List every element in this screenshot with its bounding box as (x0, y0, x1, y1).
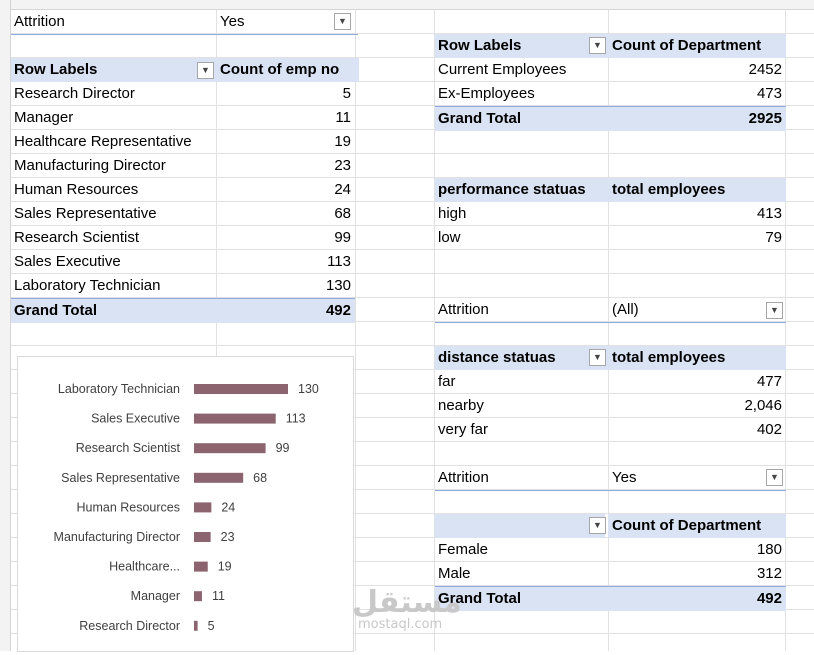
row-value: 24 (334, 181, 351, 198)
category-label: Laboratory Technician (58, 382, 180, 396)
category-label: Research Scientist (76, 441, 181, 455)
row-value: 79 (765, 229, 782, 246)
row-value: 23 (334, 157, 351, 174)
filter-label: Attrition (435, 298, 608, 323)
grand-total-value: 2925 (608, 106, 786, 131)
row-label: Female (438, 541, 489, 558)
row-labels-dropdown-icon[interactable]: ▼ (589, 517, 606, 534)
grand-total-label: Grand Total (11, 298, 219, 323)
row-value: 413 (756, 205, 782, 222)
count-header: Count of Department (608, 34, 786, 58)
row-label: very far (438, 421, 489, 438)
row-value: 113 (327, 253, 351, 270)
row-label: Laboratory Technician (14, 277, 161, 294)
filter-dropdown-icon[interactable]: ▼ (334, 13, 351, 30)
row-value: 11 (335, 109, 351, 126)
row-label: Human Resources (14, 181, 139, 198)
row-label: Male (438, 565, 471, 582)
bar[interactable] (194, 620, 198, 631)
row-label: Sales Representative (14, 205, 157, 222)
row-label: low (438, 229, 461, 246)
row-labels-dropdown-icon[interactable]: ▼ (589, 37, 606, 54)
filter-value: Yes (216, 10, 358, 35)
row-label: Manufacturing Director (14, 157, 166, 174)
category-label: Manager (131, 589, 180, 603)
total-employees-header: total employees (608, 178, 786, 202)
data-label: 130 (298, 382, 319, 396)
row-label: Research Director (14, 85, 135, 102)
category-label: Manufacturing Director (54, 530, 180, 544)
bar[interactable] (194, 502, 212, 513)
row-label: nearby (438, 397, 484, 414)
row-headers (0, 0, 11, 651)
grand-total-label: Grand Total (435, 586, 608, 611)
filter-label: Attrition (435, 466, 608, 491)
filter-value: (All) (608, 298, 786, 323)
data-label: 5 (208, 619, 215, 633)
filter-value: Yes (608, 466, 786, 491)
row-value: 99 (334, 229, 351, 246)
bar[interactable] (194, 413, 276, 424)
distance-header: distance statuas (435, 346, 608, 370)
filter-label: Attrition (11, 10, 219, 35)
row-labels-header: Row Labels (435, 34, 608, 58)
row-value: 2452 (748, 61, 782, 78)
bar[interactable] (194, 561, 208, 572)
bar[interactable] (194, 532, 211, 542)
row-label: Current Employees (438, 61, 567, 78)
category-label: Healthcare... (109, 560, 180, 574)
data-label: 19 (218, 560, 232, 574)
watermark-arabic: مستقل (352, 585, 462, 620)
row-value: 2,046 (744, 397, 782, 414)
category-label: Sales Executive (91, 412, 180, 426)
row-label: Sales Executive (14, 253, 121, 270)
data-label: 11 (212, 589, 225, 603)
category-label: Human Resources (76, 500, 180, 514)
row-labels-header: Row Labels (11, 58, 219, 82)
count-header: Count of emp no (216, 58, 359, 82)
data-label: 24 (221, 500, 235, 514)
filter-dropdown-icon[interactable]: ▼ (766, 469, 783, 486)
sort-dropdown-icon[interactable]: ▼ (197, 62, 214, 79)
row-label: Ex-Employees (438, 85, 535, 102)
row-label: high (438, 205, 467, 222)
category-label: Sales Representative (61, 471, 180, 485)
bar[interactable] (194, 443, 266, 454)
grand-total-value: 492 (216, 298, 355, 323)
row-value: 473 (756, 85, 782, 102)
bar[interactable] (194, 472, 244, 483)
attrition-bar-chart[interactable]: Laboratory Technician 130 Sales Executive 1… (17, 356, 354, 652)
total-employees-header: total employees (608, 346, 786, 370)
watermark: مستقل mostaql.com (352, 585, 462, 632)
row-value: 5 (342, 85, 351, 102)
distance-dropdown-icon[interactable]: ▼ (589, 349, 606, 366)
filter-dropdown-icon[interactable]: ▼ (766, 302, 783, 319)
category-label: Research Director (79, 619, 180, 633)
data-label: 68 (253, 471, 267, 485)
row-value: 68 (334, 205, 351, 222)
performance-header: performance statuas (435, 178, 608, 202)
column-headers (0, 0, 814, 10)
grand-total-value: 492 (608, 586, 786, 611)
row-label: Manager (14, 109, 74, 126)
bar[interactable] (194, 591, 202, 602)
bar[interactable] (194, 384, 288, 394)
row-label: far (438, 373, 456, 390)
data-label: 23 (221, 530, 235, 544)
row-label: Research Scientist (14, 229, 140, 246)
watermark-latin: mostaql.com (358, 617, 443, 632)
data-label: 99 (276, 441, 290, 455)
grand-total-label: Grand Total (435, 106, 608, 131)
row-value: 402 (756, 421, 782, 438)
chart-canvas: Laboratory Technician 130 Sales Executive 1… (54, 382, 319, 633)
row-label: Healthcare Representative (14, 133, 192, 150)
row-value: 180 (756, 541, 782, 558)
row-value: 312 (756, 565, 782, 582)
row-value: 130 (325, 277, 351, 294)
row-value: 19 (334, 133, 351, 150)
row-labels-header (435, 514, 605, 538)
data-label: 113 (286, 412, 306, 426)
row-value: 477 (756, 373, 782, 390)
count-header: Count of Department (608, 514, 786, 538)
